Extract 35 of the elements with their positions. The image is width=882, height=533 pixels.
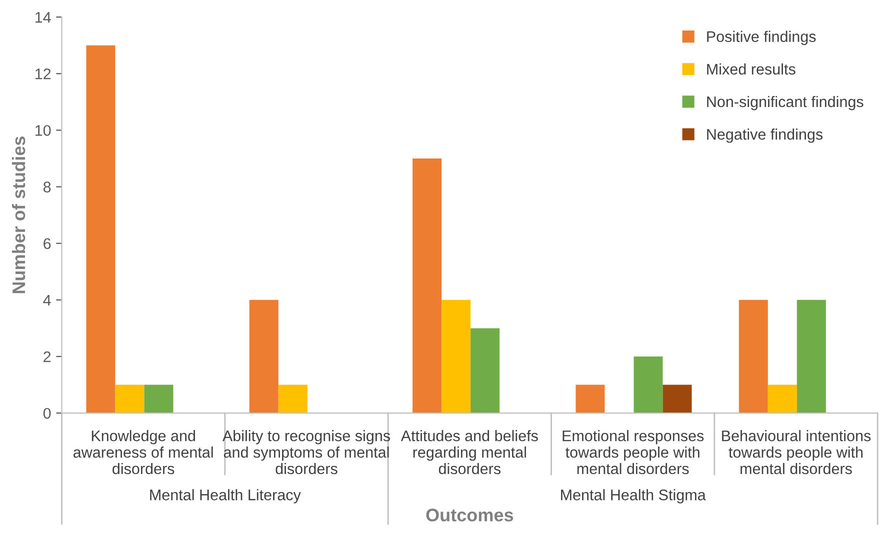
x-tick-label: Attitudes and beliefs regarding mental disorders	[400, 430, 538, 474]
bar	[412, 158, 442, 414]
text: Mental Health Stigma	[561, 489, 706, 504]
x-axis-title: Outcomes	[426, 508, 514, 522]
bar	[796, 300, 826, 414]
y-tick-label: 2	[44, 351, 51, 362]
y-tick-label: 0	[43, 408, 51, 419]
y-tick-label: 14	[35, 12, 51, 23]
bar	[662, 384, 692, 414]
y-tick-label: 10	[35, 125, 51, 136]
bar	[86, 45, 116, 414]
y-tick-label: 12	[35, 68, 51, 80]
bar	[634, 356, 663, 414]
x-tick-label: Ability to recognise signs and symptoms of mental disorders	[222, 430, 390, 474]
x-tick-label: Knowledge and awareness of mental disorders	[73, 430, 213, 474]
text: Mental Health Literacy	[150, 489, 301, 504]
legend-label: Non-significant findings	[707, 96, 864, 110]
bar	[249, 300, 278, 414]
y-tick-label: 6	[44, 238, 51, 250]
legend-label: Negative findings	[707, 128, 823, 143]
y-tick-label: 4	[43, 294, 51, 306]
bar	[738, 300, 768, 414]
bar	[442, 300, 471, 414]
y-axis-title: Number of studies	[12, 136, 26, 294]
bar	[115, 384, 144, 414]
y-tick-label: 8	[43, 182, 51, 192]
x-tick-label: Emotional responses towards people with mental disorders	[562, 430, 704, 474]
bar	[470, 328, 500, 414]
legend-label: Mixed results	[707, 63, 796, 75]
legend-label: Positive findings	[707, 30, 816, 46]
x-tick-label: Behavioural intentions towards people with mental disorders	[722, 430, 871, 474]
bar	[768, 384, 797, 414]
bar	[144, 384, 174, 414]
bar	[576, 384, 605, 414]
bar	[278, 384, 308, 414]
